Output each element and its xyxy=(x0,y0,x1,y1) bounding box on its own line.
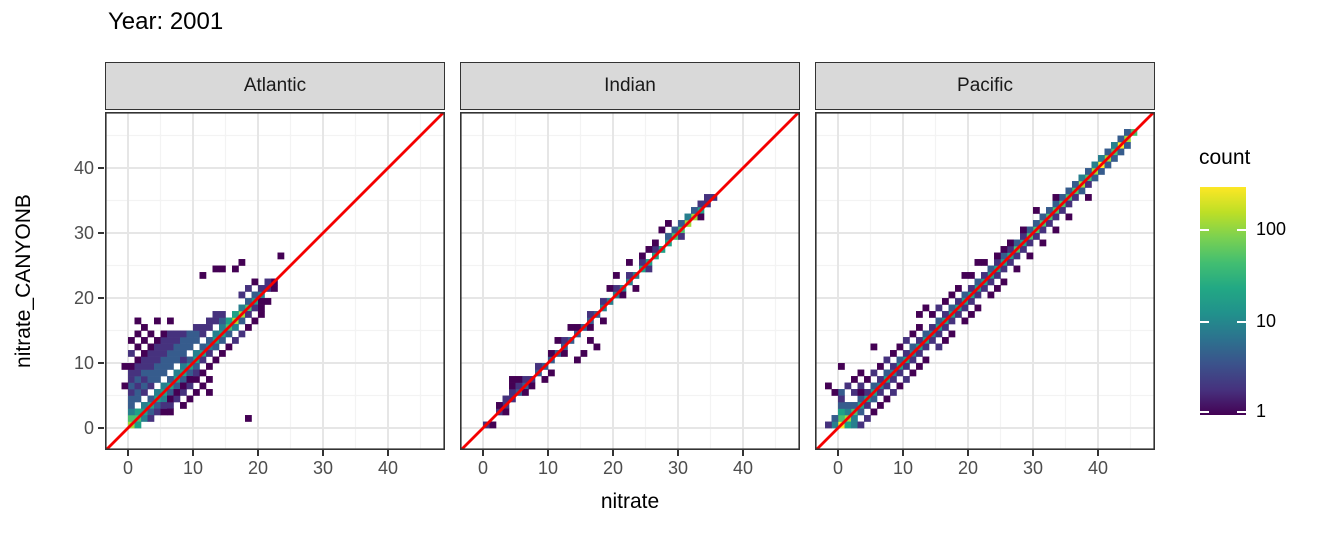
y-tick-mark xyxy=(98,167,104,170)
x-tick-label: 30 xyxy=(312,458,334,478)
y-tick-label: 0 xyxy=(83,418,94,439)
x-tick-mark xyxy=(386,450,389,456)
x-tick-label: 40 xyxy=(732,458,753,478)
panel-canvas xyxy=(105,112,445,450)
colorbar-tick-mark xyxy=(1200,229,1209,232)
x-tick-mark xyxy=(127,450,129,456)
panel-canvas xyxy=(460,112,800,450)
y-tick-mark xyxy=(98,362,104,365)
x-tick-mark xyxy=(482,450,484,456)
panel-canvas xyxy=(815,112,1155,450)
facet-strip-label: Atlantic xyxy=(243,75,307,96)
facet-panel-indian xyxy=(460,112,800,450)
x-tick-mark xyxy=(677,450,679,456)
x-tick-label: 10 xyxy=(537,458,559,478)
legend-colorbar xyxy=(1200,187,1246,415)
facet-strip-indian: Indian xyxy=(460,62,800,110)
x-axis-title: nitrate xyxy=(600,490,660,513)
facet-strip-label: Indian xyxy=(604,75,656,96)
colorbar-tick-mark xyxy=(1200,410,1209,413)
legend-title: count xyxy=(1199,146,1251,169)
x-tick-label: 20 xyxy=(957,458,979,478)
colorbar-tick-mark xyxy=(1237,320,1246,323)
x-tick-label: 0 xyxy=(122,458,133,478)
x-tick-mark xyxy=(967,450,969,456)
panel-border xyxy=(105,112,445,450)
plot-title: Year: 2001 xyxy=(108,8,224,35)
identity-line xyxy=(460,112,800,450)
x-tick-mark xyxy=(902,450,904,456)
y-tick-mark xyxy=(98,427,104,430)
x-tick-label: 0 xyxy=(477,458,488,478)
x-tick-label: 10 xyxy=(182,458,204,478)
y-tick-label: 20 xyxy=(73,288,94,309)
identity-line xyxy=(815,112,1155,450)
y-tick-mark xyxy=(98,297,104,300)
colorbar-tick-mark xyxy=(1237,229,1246,232)
grid-lines xyxy=(460,112,800,450)
identity-line xyxy=(105,112,445,450)
colorbar-tick-mark xyxy=(1237,410,1246,413)
x-tick-mark xyxy=(322,450,324,456)
facet-panel-atlantic xyxy=(105,112,445,450)
x-tick-mark xyxy=(257,450,259,456)
x-tick-mark xyxy=(741,450,744,456)
x-tick-mark xyxy=(1032,450,1034,456)
x-tick-mark xyxy=(837,450,839,456)
colorbar-tick-mark xyxy=(1200,320,1209,323)
facet-strip-atlantic: Atlantic xyxy=(105,62,445,110)
colorbar-tick-label: 1 xyxy=(1256,400,1267,421)
y-tick-label: 30 xyxy=(73,223,94,244)
x-tick-label: 30 xyxy=(1022,458,1044,478)
x-tick-label: 30 xyxy=(667,458,689,478)
x-tick-mark xyxy=(1096,450,1099,456)
x-tick-label: 10 xyxy=(892,458,914,478)
y-tick-label: 40 xyxy=(73,158,94,179)
y-tick-mark xyxy=(98,232,104,235)
x-tick-label: 20 xyxy=(602,458,624,478)
facet-panel-pacific xyxy=(815,112,1155,450)
colorbar-tick-label: 10 xyxy=(1256,310,1277,331)
panel-border xyxy=(815,112,1155,450)
x-tick-mark xyxy=(547,450,549,456)
facet-strip-label: Pacific xyxy=(957,75,1013,96)
colorbar-tick-label: 100 xyxy=(1256,219,1287,240)
x-tick-label: 20 xyxy=(247,458,269,478)
facet-strip-pacific: Pacific xyxy=(815,62,1155,110)
panel-border xyxy=(460,112,800,450)
x-tick-label: 40 xyxy=(1087,458,1108,478)
y-axis-title: nitrate_CANYONB xyxy=(12,194,35,368)
y-tick-label: 10 xyxy=(73,353,94,374)
x-tick-mark xyxy=(612,450,614,456)
x-tick-label: 40 xyxy=(377,458,398,478)
x-tick-mark xyxy=(192,450,194,456)
x-tick-label: 0 xyxy=(832,458,843,478)
